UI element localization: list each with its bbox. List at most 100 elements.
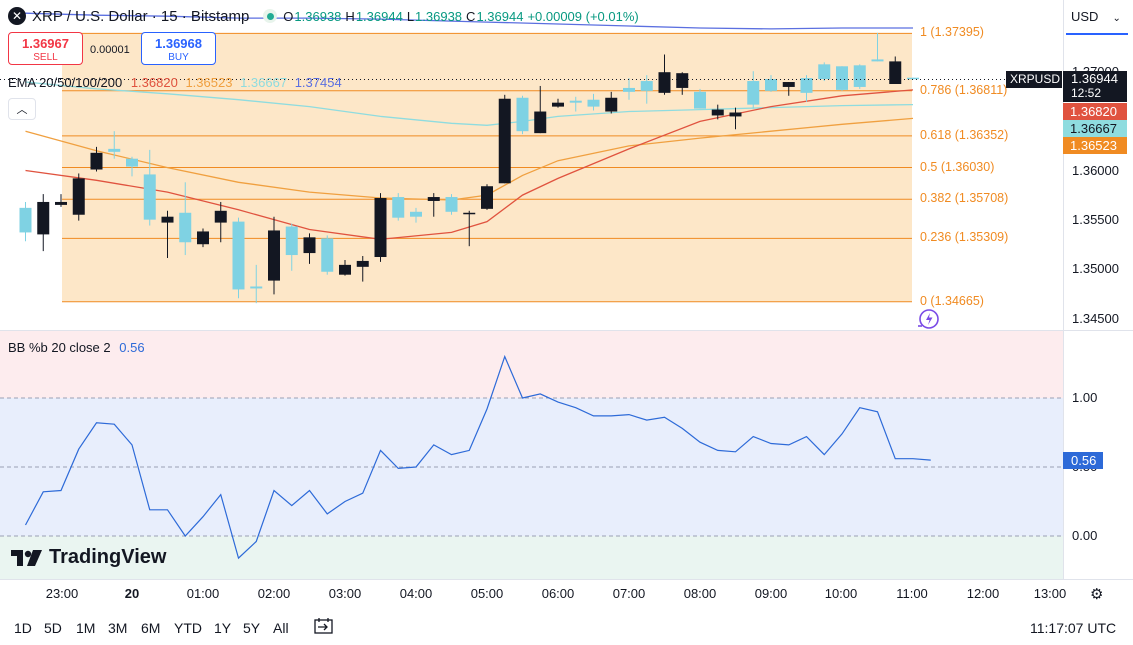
candle-body[interactable] (90, 152, 103, 170)
ema20-line (25, 89, 914, 240)
candles[interactable] (19, 32, 920, 304)
market-status-icon (263, 9, 278, 23)
candle-body[interactable] (108, 148, 121, 152)
bb-value-tag: 0.56 (1063, 452, 1103, 469)
candle-body[interactable] (55, 201, 67, 205)
price-change: +0.00009 (+0.01%) (527, 8, 639, 24)
range-button-1d[interactable]: 1D (14, 620, 32, 636)
candle-body[interactable] (214, 210, 227, 223)
fib-level-label: 0.618 (1.36352) (920, 127, 1009, 142)
candle-body[interactable] (516, 97, 529, 132)
candle-body[interactable] (161, 216, 174, 223)
candle-body[interactable] (871, 59, 884, 62)
symbol-title[interactable]: XRP / U.S. Dollar · 15 · Bitstamp (32, 7, 250, 25)
candle-body[interactable] (569, 100, 582, 103)
candle-body[interactable] (587, 99, 600, 107)
ema50-value: 1.36523 (185, 75, 233, 90)
symbol-header[interactable]: ✕ XRP / U.S. Dollar · 15 · Bitstamp O1.3… (8, 7, 643, 25)
candle-body[interactable] (836, 66, 848, 90)
candle-body[interactable] (445, 197, 458, 212)
ema20-price-tag: 1.36820 (1063, 103, 1127, 120)
candle-body[interactable] (303, 237, 316, 254)
candle-body[interactable] (818, 64, 831, 80)
candle-body[interactable] (623, 87, 635, 92)
lightning-icon[interactable] (917, 308, 941, 332)
price-tick: 1.35500 (1072, 212, 1119, 227)
range-button-all[interactable]: All (273, 620, 289, 636)
candle-body[interactable] (658, 72, 671, 93)
candle-body[interactable] (853, 65, 866, 87)
candle-body[interactable] (427, 197, 440, 201)
candle-body[interactable] (765, 79, 777, 91)
candle-body[interactable] (321, 238, 334, 272)
candle-body[interactable] (356, 260, 369, 267)
candle-body[interactable] (498, 98, 511, 184)
fib-level-label: 0.382 (1.35708) (920, 191, 1009, 206)
time-tick: 23:00 (45, 586, 79, 601)
range-button-5y[interactable]: 5Y (243, 620, 261, 636)
range-button-1m[interactable]: 1M (76, 620, 96, 636)
buy-button[interactable]: 1.36968 BUY (141, 32, 216, 65)
range-button-1y[interactable]: 1Y (214, 620, 232, 636)
range-button-6m[interactable]: 6M (141, 620, 161, 636)
candle-body[interactable] (711, 109, 724, 116)
currency-select[interactable]: USD ⌄ (1071, 9, 1121, 24)
candle-body[interactable] (250, 286, 263, 289)
candle-body[interactable] (481, 186, 493, 209)
price-tick: 1.36000 (1072, 163, 1119, 178)
candle-body[interactable] (729, 112, 742, 117)
candle-body[interactable] (339, 264, 351, 275)
candle-body[interactable] (676, 73, 689, 88)
calendar-icon (314, 618, 333, 634)
range-button-3m[interactable]: 3M (108, 620, 128, 636)
candle-body[interactable] (552, 102, 564, 107)
collapse-legend-button[interactable]: ︿ (8, 98, 36, 120)
candle-body[interactable] (605, 97, 618, 112)
candle-body[interactable] (37, 201, 50, 235)
candle-body[interactable] (232, 221, 245, 290)
candle-body[interactable] (907, 77, 919, 80)
ema-legend[interactable]: EMA 20/50/100/200 1.36820 1.36523 1.3666… (8, 75, 342, 90)
candle-body[interactable] (143, 174, 156, 220)
ohlc-high: H1.36944 (345, 8, 403, 24)
candle-body[interactable] (640, 81, 653, 91)
candle-body[interactable] (747, 81, 760, 105)
candle-body[interactable] (392, 197, 405, 218)
range-button-ytd[interactable]: YTD (174, 620, 202, 636)
ohlc-open: O1.36938 (283, 8, 342, 24)
time-tick: 12:00 (966, 586, 1000, 601)
ema100-value: 1.36667 (240, 75, 288, 90)
bb-legend[interactable]: BB %b 20 close 2 0.56 (8, 340, 145, 355)
candle-body[interactable] (800, 78, 813, 93)
candle-body[interactable] (782, 82, 795, 87)
candle-body[interactable] (374, 198, 387, 258)
last-price-tag: 1.36944 12:52 (1063, 71, 1127, 102)
candle-body[interactable] (534, 111, 547, 134)
time-tick: 10:00 (824, 586, 858, 601)
sell-button[interactable]: 1.36967 SELL (8, 32, 83, 65)
candle-body[interactable] (197, 231, 209, 245)
candle-body[interactable] (179, 212, 192, 243)
candle-body[interactable] (268, 230, 280, 281)
bb-tick: 0.00 (1072, 528, 1098, 543)
candle-body[interactable] (126, 158, 138, 167)
clock[interactable]: 11:17:07 UTC (1030, 620, 1117, 636)
range-button-5d[interactable]: 5D (44, 620, 62, 636)
candle-body[interactable] (285, 226, 298, 256)
candle-body[interactable] (72, 178, 85, 215)
bb-percent-b-series (24, 354, 931, 560)
settings-gear-icon[interactable]: ⚙ (1090, 586, 1104, 603)
tradingview-logo[interactable]: TradingView (11, 546, 166, 569)
candle-body[interactable] (19, 207, 32, 233)
candle-body[interactable] (889, 61, 902, 84)
price-tick: 1.35000 (1072, 261, 1119, 276)
fibonacci-retracement[interactable] (62, 32, 912, 303)
candle-body[interactable] (463, 212, 476, 215)
candle-body[interactable] (410, 211, 422, 217)
spread-value: 0.00001 (90, 44, 130, 56)
ema100-price-tag: 1.36667 (1063, 120, 1127, 137)
date-range-icon[interactable] (314, 617, 334, 635)
candle-body[interactable] (694, 91, 706, 109)
bb-overbought-zone (0, 331, 1063, 398)
